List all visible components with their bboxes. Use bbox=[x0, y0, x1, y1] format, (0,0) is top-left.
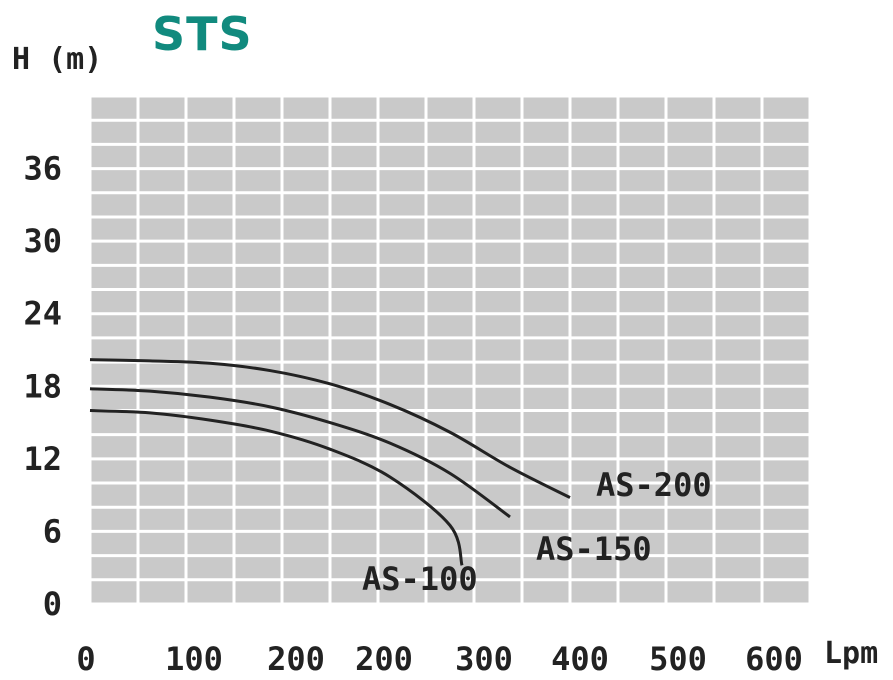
y-axis-label: H (m) bbox=[12, 42, 103, 77]
y-tick-label: 30 bbox=[23, 222, 62, 260]
series-label-as-100: AS-100 bbox=[362, 560, 478, 598]
series-line-as-150 bbox=[89, 387, 511, 519]
y-axis-ticks: 0 6 12 18 24 30 36 bbox=[23, 150, 62, 623]
y-tick-label: 6 bbox=[43, 512, 62, 550]
series-labels: AS-200 AS-150 AS-100 bbox=[362, 466, 712, 598]
series-lines bbox=[89, 358, 571, 566]
x-tick-label: 100 bbox=[165, 640, 223, 678]
plot-border bbox=[88, 94, 812, 606]
grid bbox=[88, 94, 812, 606]
x-axis-unit-label: Lpm bbox=[824, 636, 879, 671]
series-line-as-100 bbox=[89, 408, 464, 566]
y-tick-label: 0 bbox=[43, 585, 62, 623]
x-tick-label: 0 bbox=[76, 640, 95, 678]
x-axis-ticks: 0 100 200 200 300 400 500 600 bbox=[76, 640, 803, 678]
y-tick-label: 12 bbox=[23, 440, 62, 478]
x-tick-label: 400 bbox=[551, 640, 609, 678]
y-tick-label: 36 bbox=[23, 150, 62, 188]
x-tick-label: 600 bbox=[745, 640, 803, 678]
plot-area bbox=[90, 96, 810, 604]
series-line-as-200 bbox=[89, 358, 571, 499]
x-tick-label: 300 bbox=[455, 640, 513, 678]
y-tick-label: 18 bbox=[23, 367, 62, 405]
x-tick-label: 500 bbox=[649, 640, 707, 678]
x-tick-label: 200 bbox=[267, 640, 325, 678]
series-label-as-200: AS-200 bbox=[596, 466, 712, 504]
brand-logo-text: STS bbox=[152, 7, 253, 61]
y-tick-label: 24 bbox=[23, 295, 62, 333]
x-tick-label: 200 bbox=[355, 640, 413, 678]
series-label-as-150: AS-150 bbox=[536, 530, 652, 568]
